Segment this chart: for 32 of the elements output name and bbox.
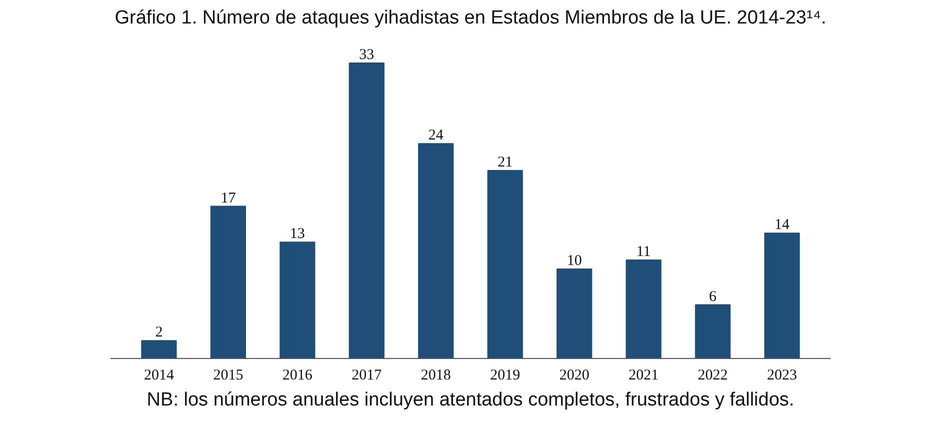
- x-tick-label: 2018: [420, 368, 451, 384]
- text: NB: los números anuales incluyen atentados completos, frustrados y fallidos.: [146, 390, 794, 410]
- data-label: 13: [290, 226, 305, 242]
- bar: [210, 206, 246, 358]
- chart-title: Gráfico 1. Número de ataques yihadistas en Estados Miembros de la UE. 2014-23¹⁴.: [114, 8, 826, 28]
- data-label: 6: [709, 288, 718, 305]
- x-tick-label: 2022: [698, 368, 728, 384]
- data-label: 11: [636, 244, 651, 260]
- data-label: 21: [498, 154, 513, 170]
- data-label: 17: [220, 190, 236, 206]
- x-tick-label: 2016: [282, 368, 313, 384]
- data-label: 14: [774, 217, 790, 234]
- data-label: 33: [359, 47, 374, 64]
- x-tick-label: 2017: [352, 368, 382, 384]
- bar: [556, 268, 592, 358]
- x-tick-label: 2021: [628, 368, 659, 384]
- bar: [280, 242, 316, 358]
- bar: [141, 340, 177, 358]
- bar: [487, 170, 523, 358]
- data-label: 2: [155, 324, 163, 341]
- bar: [695, 304, 731, 358]
- data-label: 10: [566, 252, 582, 269]
- bar: [764, 232, 800, 358]
- data-label: 24: [428, 128, 444, 144]
- x-tick-label: 2023: [767, 368, 798, 384]
- x-tick-label: 2014: [144, 368, 174, 384]
- bar: [626, 260, 662, 358]
- x-tick-label: 2020: [559, 368, 590, 384]
- bar: [348, 62, 384, 358]
- x-tick-label: 2015: [213, 368, 244, 384]
- x-tick-label: 2019: [490, 368, 520, 384]
- bar: [418, 143, 454, 358]
